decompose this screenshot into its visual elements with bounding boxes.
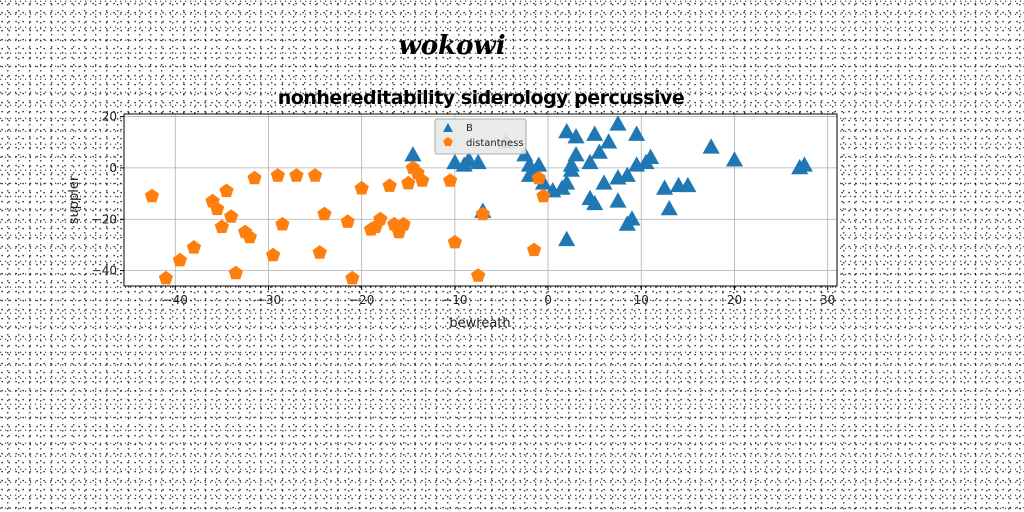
data-point-b	[586, 194, 604, 211]
data-point-b	[558, 174, 576, 190]
data-point-distantness	[242, 229, 257, 244]
legend: B distantness	[434, 118, 527, 155]
data-point-b	[702, 138, 720, 154]
legend-label-b: B	[466, 123, 473, 134]
plot-frame	[123, 113, 838, 287]
data-point-distantness	[270, 168, 285, 182]
data-point-b	[679, 176, 697, 193]
data-point-b	[660, 199, 678, 216]
data-point-distantness	[186, 240, 201, 254]
data-point-distantness	[373, 211, 388, 226]
x-axis-label: bewreath	[449, 316, 510, 331]
data-point-b	[460, 151, 478, 167]
data-point-distantness	[312, 245, 327, 259]
data-point-distantness	[289, 168, 304, 182]
data-point-b	[558, 230, 576, 247]
x-tick-label: 0	[544, 293, 552, 307]
data-point-distantness	[266, 247, 281, 262]
data-point-distantness	[401, 175, 416, 190]
data-point-distantness	[247, 170, 262, 185]
data-points	[144, 115, 813, 285]
data-point-b	[586, 125, 604, 141]
data-point-b	[590, 143, 608, 159]
data-point-distantness	[224, 209, 239, 223]
data-point-distantness	[228, 265, 243, 280]
legend-marker-pentagon	[443, 137, 453, 146]
data-point-b	[618, 166, 636, 182]
chart-title: nonhereditability siderology percussive	[278, 87, 684, 109]
data-point-distantness	[219, 183, 234, 198]
data-point-distantness	[307, 168, 323, 182]
data-point-b	[642, 148, 660, 164]
data-point-distantness	[443, 173, 458, 187]
data-point-distantness	[447, 234, 462, 249]
data-point-distantness	[210, 201, 225, 216]
data-point-b	[567, 146, 585, 162]
data-point-b	[446, 153, 464, 170]
x-tick-label: −20	[349, 293, 374, 307]
y-tick-label: −20	[92, 212, 117, 226]
y-tick-label: 0	[109, 161, 117, 175]
data-point-distantness	[354, 180, 369, 195]
x-tick-label: −40	[163, 293, 188, 307]
data-point-b	[530, 156, 548, 172]
data-point-b	[656, 179, 674, 195]
x-tick-label: 30	[820, 293, 835, 307]
y-tick-label: −40	[92, 264, 117, 278]
data-point-b	[567, 128, 585, 144]
data-point-distantness	[415, 173, 430, 187]
data-point-distantness	[317, 206, 332, 221]
data-point-distantness	[396, 216, 411, 231]
axis-ticks: −40 −30 −20 −10 0 10 20 30 −40 −20 0 20	[92, 110, 836, 307]
y-tick-label: 20	[102, 110, 117, 124]
data-point-distantness	[214, 219, 229, 233]
x-tick-label: 20	[727, 293, 742, 307]
legend-label-distantness: distantness	[466, 138, 524, 149]
data-point-distantness	[275, 216, 290, 231]
data-point-distantness	[382, 178, 397, 192]
data-point-b	[725, 151, 744, 167]
y-axis-label: suppler	[67, 175, 82, 224]
x-tick-label: 10	[634, 293, 649, 307]
data-point-b	[628, 125, 646, 141]
x-tick-label: −10	[442, 293, 467, 307]
data-point-distantness	[172, 252, 188, 267]
data-point-b	[795, 156, 813, 172]
data-point-b	[404, 146, 422, 162]
data-point-b	[558, 122, 576, 139]
data-point-distantness	[144, 188, 160, 203]
data-point-b	[609, 192, 627, 208]
legend-marker-triangle	[443, 123, 453, 132]
data-point-distantness	[345, 270, 360, 285]
data-point-b	[600, 133, 618, 149]
data-point-b	[595, 174, 613, 190]
data-point-distantness	[340, 214, 355, 228]
data-point-b	[581, 153, 599, 170]
data-point-b	[562, 156, 580, 172]
data-point-distantness	[475, 206, 490, 221]
data-point-distantness	[527, 242, 542, 257]
data-point-distantness	[158, 270, 174, 285]
data-point-distantness	[531, 170, 546, 185]
legend-box	[434, 118, 527, 155]
x-tick-label: −30	[256, 293, 281, 307]
data-point-b	[469, 153, 487, 170]
data-point-distantness	[471, 268, 486, 282]
chart-suptitle: wokowi	[398, 31, 505, 61]
data-point-b	[609, 115, 627, 131]
data-point-b	[623, 210, 641, 226]
data-point-distantness	[536, 188, 551, 203]
